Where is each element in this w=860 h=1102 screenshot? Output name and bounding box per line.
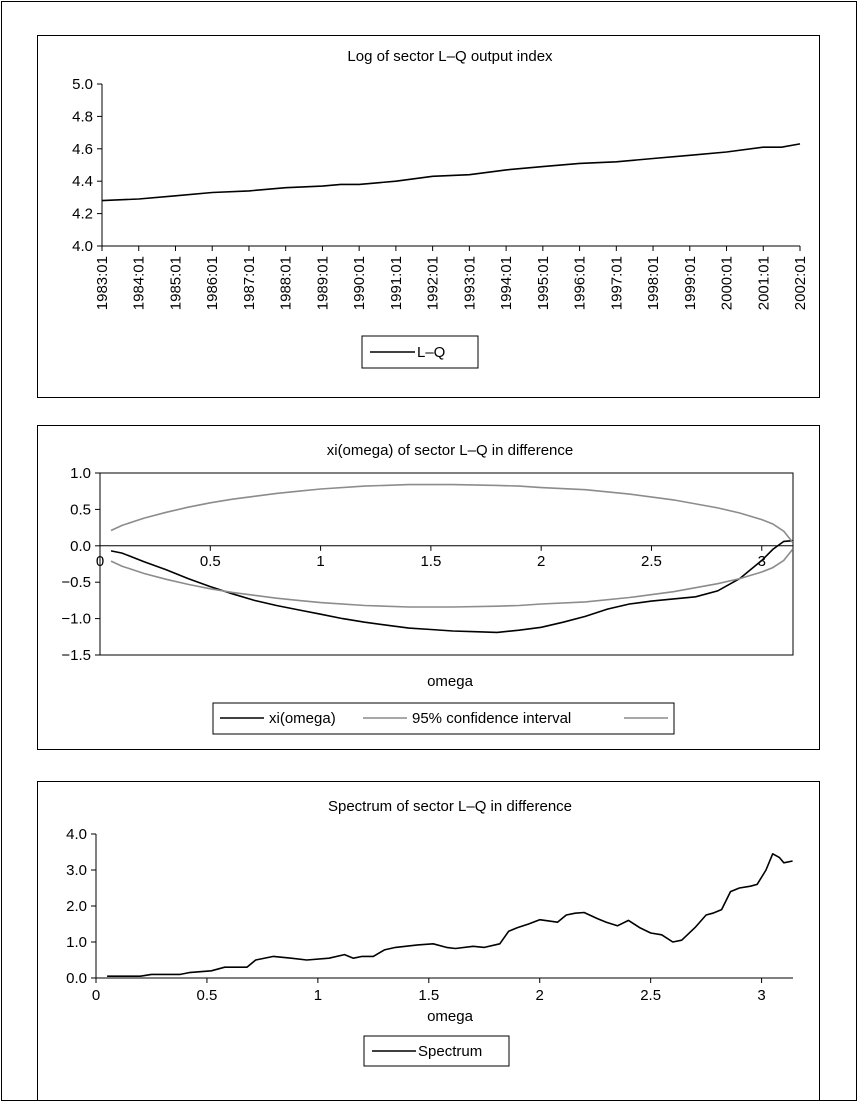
x-tick-label: 1983:01 (94, 256, 111, 310)
y-tick-label: 1.0 (70, 465, 91, 482)
x-tick-label: 1995:01 (535, 256, 552, 310)
x-tick-label: 1987:01 (241, 256, 258, 310)
series-line-ci-upper (110, 483, 794, 543)
x-tick-label: 1990:01 (351, 256, 368, 310)
chart-svg-xi-omega: xi(omega) of sector L–Q in difference 1.0… (61, 442, 794, 735)
legend-label-xi-omega: xi(omega) (269, 710, 336, 727)
x-tick-label: 1985:01 (167, 256, 184, 310)
y-tick-label: 0.0 (66, 970, 87, 987)
x-tick-label: 2000:01 (719, 256, 736, 310)
y-tick-label: 4.0 (72, 238, 93, 255)
x-tick-label: 1998:01 (645, 256, 662, 310)
chart-panel-spectrum: Spectrum of sector L–Q in difference 4.0 3… (37, 781, 820, 1101)
chart-svg-spectrum: Spectrum of sector L–Q in difference 4.0 3… (66, 798, 793, 1067)
x-tick-label: 0.5 (197, 987, 218, 1004)
series-line-l-q (101, 143, 801, 202)
x-axis-label: omega (427, 673, 474, 690)
x-tick-label: 2001:01 (755, 256, 772, 310)
y-tick-label: −1.0 (61, 611, 91, 628)
x-tick-label: 2002:01 (792, 256, 809, 310)
series-line-ci-lower (110, 548, 794, 608)
x-tick-label: 2.5 (640, 987, 661, 1004)
x-tick-label: 1993:01 (461, 256, 478, 310)
chart-title: xi(omega) of sector L–Q in difference (327, 442, 574, 459)
legend-label-spectrum: Spectrum (418, 1043, 482, 1060)
legend-label-l-q: L–Q (417, 344, 445, 361)
y-tick-label: 3.0 (66, 862, 87, 879)
x-tick-label: 2 (537, 553, 545, 570)
x-tick-label: 1999:01 (682, 256, 699, 310)
x-tick-label: 1986:01 (204, 256, 221, 310)
y-tick-label: 4.4 (72, 173, 93, 190)
series-line-spectrum (107, 853, 793, 977)
legend-label-ci: 95% confidence interval (412, 710, 571, 727)
plot-area-frame (99, 472, 794, 656)
x-tick-label: 1997:01 (608, 256, 625, 310)
chart-panel-output-index: Log of sector L–Q output index 5.0 4.8 4.6 4… (37, 35, 820, 398)
x-tick-label: 0 (92, 987, 100, 1004)
x-tick-label: 0.5 (200, 553, 221, 570)
y-tick-label: 0.0 (70, 538, 91, 555)
x-tick-label: 1992:01 (425, 256, 442, 310)
x-tick-label: 3 (757, 987, 765, 1004)
y-tick-label: 0.5 (70, 501, 91, 518)
chart-title: Log of sector L–Q output index (347, 48, 553, 65)
y-tick-label: 1.0 (66, 934, 87, 951)
y-tick-label: −0.5 (61, 574, 91, 591)
legend-box (212, 702, 675, 735)
y-tick-label: 2.0 (66, 898, 87, 915)
y-tick-label: 4.2 (72, 206, 93, 223)
chart-title: Spectrum of sector L–Q in difference (328, 798, 572, 815)
y-tick-label: 4.8 (72, 108, 93, 125)
x-tick-label: 2 (536, 987, 544, 1004)
x-tick-label: 1 (316, 553, 324, 570)
x-tick-label: 1988:01 (278, 256, 295, 310)
x-tick-label: 1.5 (420, 553, 441, 570)
x-tick-label: 0 (96, 553, 104, 570)
chart-svg-output-index: Log of sector L–Q output index 5.0 4.8 4.6 4… (72, 48, 809, 369)
x-tick-label: 1994:01 (498, 256, 515, 310)
y-tick-label: 4.0 (66, 826, 87, 843)
x-tick-label: 1996:01 (572, 256, 589, 310)
x-tick-label: 1989:01 (314, 256, 331, 310)
y-tick-label: −1.5 (61, 647, 91, 664)
y-tick-label: 5.0 (72, 76, 93, 93)
x-tick-label: 1.5 (418, 987, 439, 1004)
x-tick-label: 1991:01 (388, 256, 405, 310)
x-axis-label: omega (427, 1008, 474, 1025)
x-tick-label: 2.5 (641, 553, 662, 570)
x-tick-label: 1 (314, 987, 322, 1004)
chart-panel-xi-omega: xi(omega) of sector L–Q in difference 1.0… (37, 425, 820, 750)
x-tick-label: 1984:01 (131, 256, 148, 310)
y-tick-label: 4.6 (72, 141, 93, 158)
